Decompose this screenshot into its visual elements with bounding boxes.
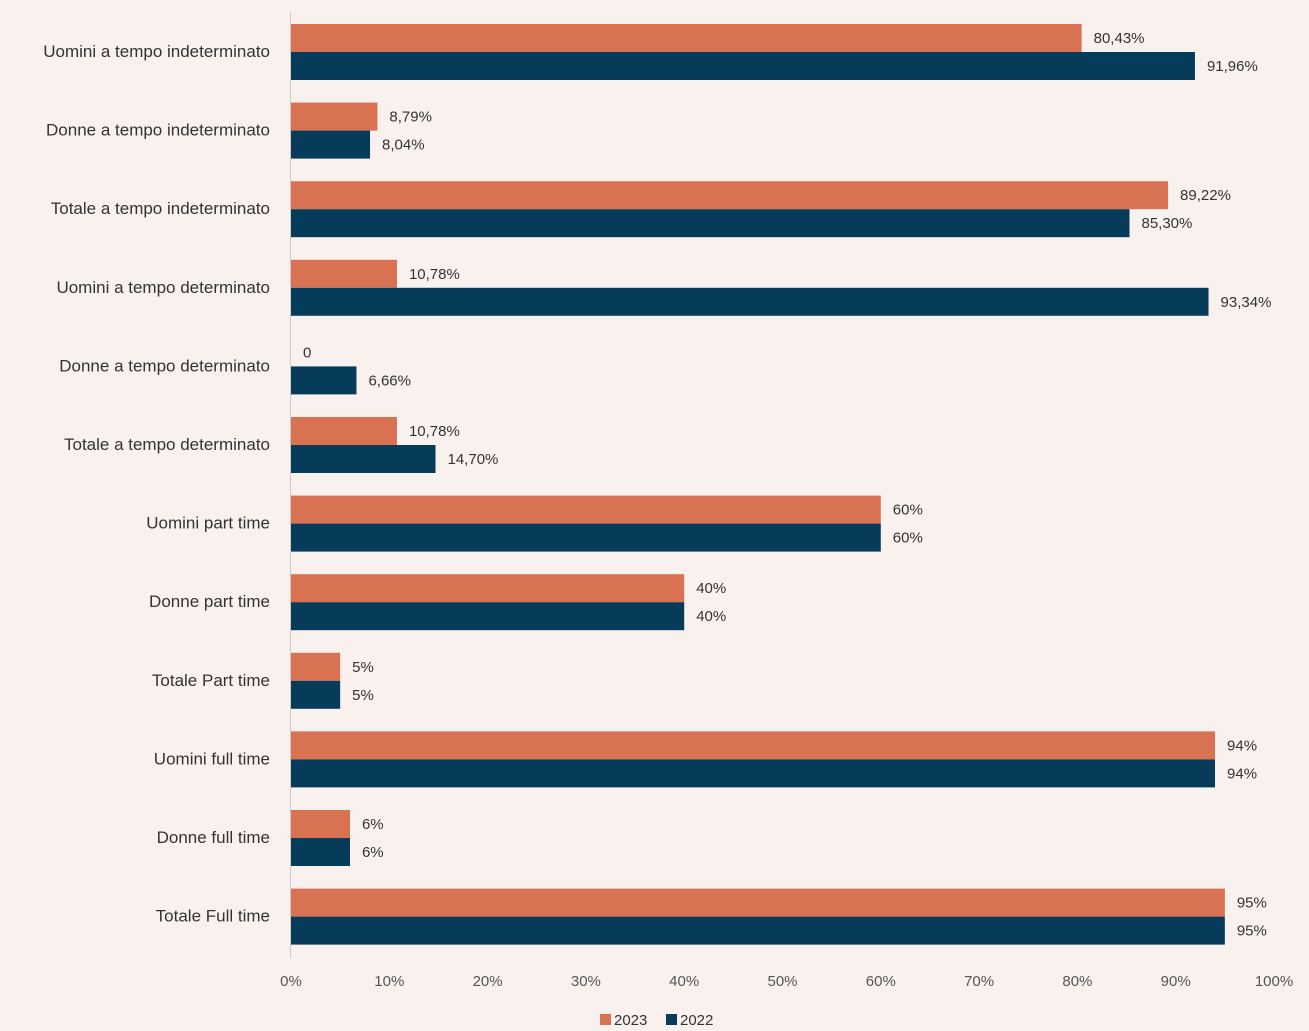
bar-2023 [291, 574, 685, 603]
category-label: Totale Full time [156, 907, 270, 926]
bar-2022 [291, 52, 1195, 80]
legend-label-2022: 2022 [680, 1012, 713, 1026]
category-label: Uomini a tempo indeterminato [43, 42, 270, 61]
data-label-2023: 10,78% [409, 266, 460, 283]
data-label-2023: 94% [1227, 737, 1257, 754]
legend: 2023 2022 [600, 1012, 713, 1029]
x-tick-label: 50% [767, 973, 797, 990]
category-label: Donne full time [157, 828, 270, 847]
x-tick-label: 10% [374, 973, 404, 990]
x-tick-label: 100% [1255, 973, 1293, 990]
category-label: Donne part time [149, 592, 270, 611]
bar-2023 [291, 652, 341, 681]
category-label: Totale a tempo indeterminato [51, 199, 270, 218]
bar-2022 [291, 759, 1216, 788]
data-label-2023: 89,22% [1180, 187, 1231, 204]
data-label-2022: 93,34% [1221, 294, 1272, 311]
bar-2022 [291, 523, 881, 552]
bar-2022 [291, 130, 371, 159]
x-axis-ticks: 0% 10% 20% 30% 40% 50% 60% 70% 80% 90% 100% [280, 973, 1293, 990]
category-label: Donne a tempo indeterminato [46, 121, 270, 140]
data-label-2022: 40% [696, 608, 726, 625]
data-label-2023: 40% [696, 580, 726, 597]
category-label: Donne a tempo determinato [59, 356, 270, 375]
data-label-2022: 94% [1227, 765, 1257, 782]
data-label-2022: 95% [1237, 923, 1267, 940]
bar-2022 [291, 287, 1209, 316]
data-label-2023: 0 [303, 344, 311, 361]
x-tick-label: 80% [1062, 973, 1092, 990]
x-tick-label: 70% [964, 973, 994, 990]
data-label-2022: 91,96% [1207, 58, 1258, 75]
data-label-2022: 6,66% [368, 372, 411, 389]
data-label-2023: 60% [893, 502, 923, 519]
bar-2023 [291, 181, 1169, 210]
bar-2023 [291, 417, 397, 445]
data-label-2022: 6% [362, 844, 384, 861]
legend-label-2023: 2023 [614, 1012, 647, 1026]
data-label-2022: 14,70% [448, 451, 499, 468]
bar-2022 [291, 916, 1225, 945]
bars-group [291, 24, 1225, 945]
bar-2023 [291, 102, 378, 131]
data-label-2023: 6% [362, 816, 384, 833]
data-label-2023: 95% [1237, 895, 1267, 912]
category-label: Totale Part time [152, 671, 270, 690]
data-label-2023: 80,43% [1094, 30, 1145, 47]
bar-2023 [291, 495, 881, 524]
category-label: Totale a tempo determinato [64, 435, 270, 454]
bar-2022 [291, 445, 436, 473]
bar-2022 [291, 680, 341, 709]
bar-2022 [291, 838, 350, 866]
data-label-2023: 8,79% [389, 109, 432, 126]
x-tick-label: 40% [669, 973, 699, 990]
x-tick-label: 90% [1161, 973, 1191, 990]
x-tick-label: 60% [866, 973, 896, 990]
labels-group: Uomini a tempo indeterminato 80,43% 91,96%… [43, 30, 1271, 940]
x-tick-label: 0% [280, 973, 302, 990]
category-label: Uomini a tempo determinato [56, 278, 270, 297]
data-label-2022: 60% [893, 530, 923, 547]
legend-swatch-2023 [600, 1014, 611, 1025]
category-label: Uomini part time [146, 514, 270, 533]
bar-2022 [291, 366, 357, 395]
bar-2022 [291, 209, 1130, 238]
bar-2023 [291, 259, 397, 288]
data-label-2023: 10,78% [409, 423, 460, 440]
bar-2023 [291, 888, 1225, 917]
bar-2022 [291, 602, 685, 631]
data-label-2022: 85,30% [1141, 215, 1192, 232]
data-label-2023: 5% [352, 659, 374, 676]
category-label: Uomini full time [154, 749, 270, 768]
data-label-2022: 5% [352, 687, 374, 704]
data-label-2022: 8,04% [382, 137, 425, 154]
x-tick-label: 20% [473, 973, 503, 990]
bar-2023 [291, 731, 1216, 760]
bar-2023 [291, 810, 350, 838]
x-tick-label: 30% [571, 973, 601, 990]
legend-swatch-2022 [666, 1014, 677, 1025]
bar-2023 [291, 24, 1082, 52]
